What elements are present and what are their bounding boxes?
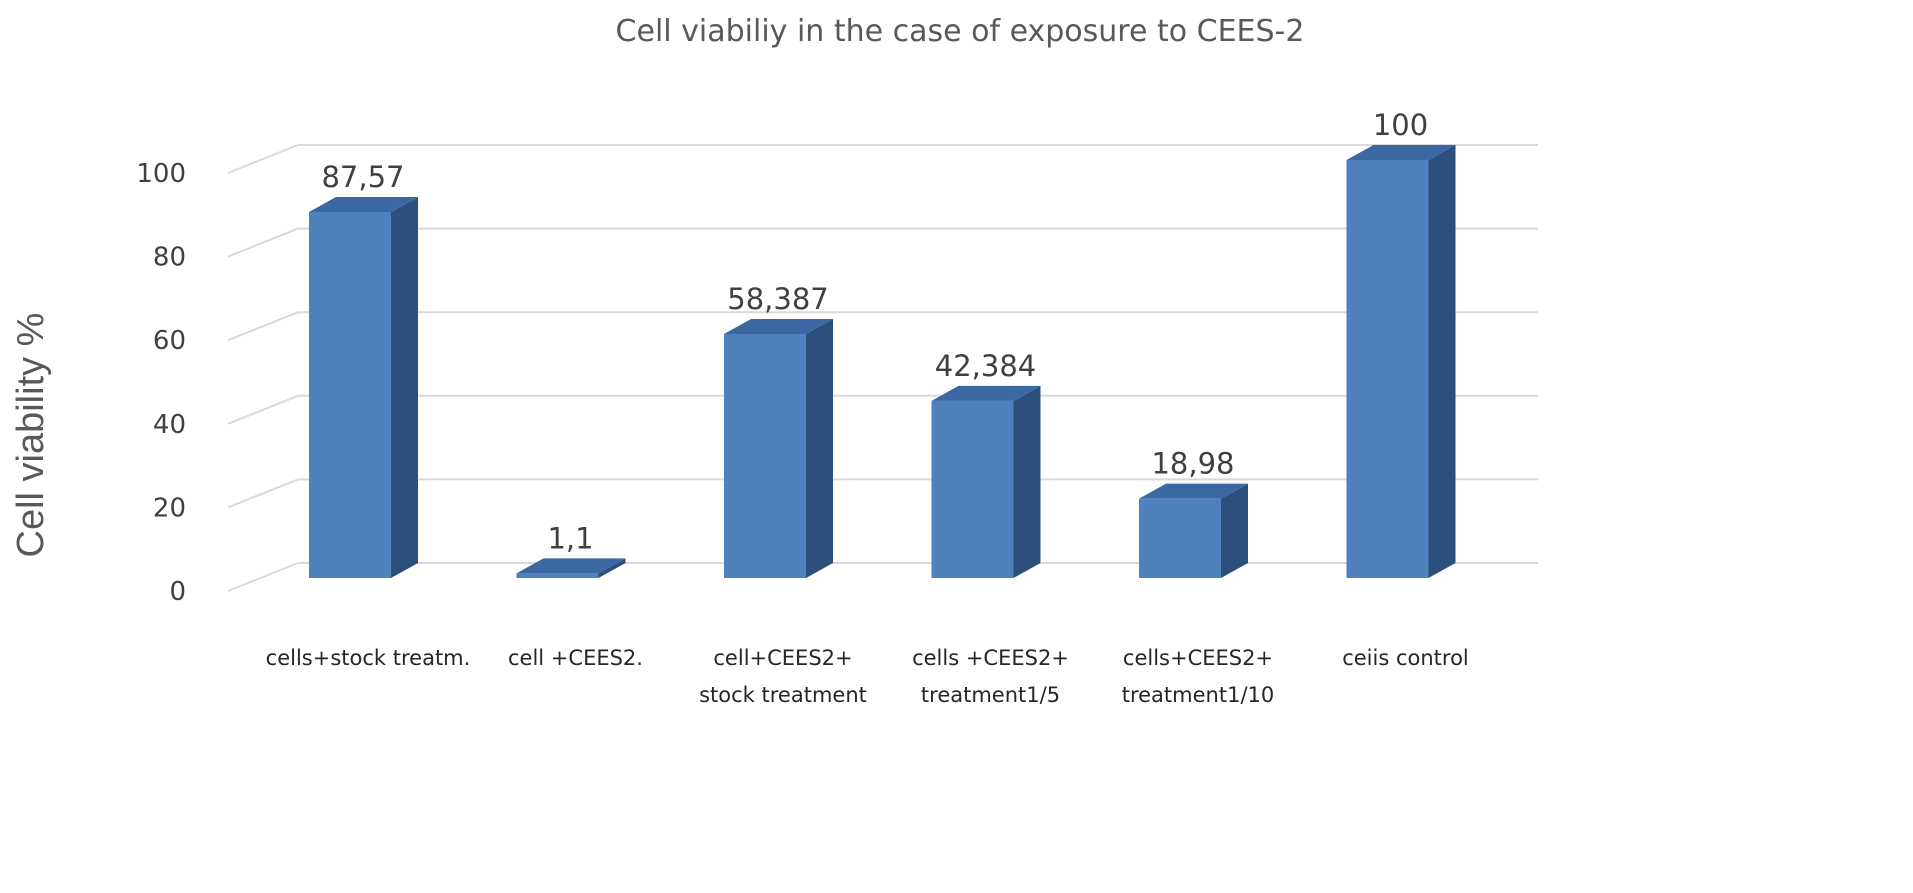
bar xyxy=(931,385,1041,578)
bar xyxy=(1139,483,1248,578)
category-label: cells +CEES2+ xyxy=(912,646,1069,670)
data-label: 42,384 xyxy=(935,349,1036,383)
gridline xyxy=(227,311,1538,342)
bar-top xyxy=(516,558,626,574)
y-tick-label: 0 xyxy=(169,577,186,607)
gridline xyxy=(227,394,1538,425)
y-axis-label: Cell viability % xyxy=(10,313,52,558)
gridlines xyxy=(227,144,1538,592)
data-label: 1,1 xyxy=(547,521,593,555)
category-label: stock treatment xyxy=(699,683,867,707)
gridline xyxy=(227,562,1538,592)
bar-top xyxy=(1346,145,1456,160)
data-label: 58,387 xyxy=(727,282,828,316)
bar-side xyxy=(1013,385,1041,578)
data-label: 18,98 xyxy=(1151,447,1234,481)
category-label: treatment1/10 xyxy=(1122,683,1275,707)
bar-front xyxy=(1139,498,1221,578)
data-labels: 87,57 1,1 58,387 42,384 18,98 100 xyxy=(321,108,1428,555)
bar-top xyxy=(309,196,418,212)
gridline xyxy=(227,478,1538,509)
bar-side xyxy=(391,196,418,578)
data-label: 87,57 xyxy=(321,160,404,194)
category-label: cell+CEES2+ xyxy=(713,646,852,670)
bar-front xyxy=(516,573,599,578)
category-label: cells+CEES2+ xyxy=(1123,646,1273,670)
category-label: ceiis control xyxy=(1342,646,1469,670)
y-tick-label: 80 xyxy=(153,243,186,273)
bar-side xyxy=(1221,483,1248,578)
bar-front xyxy=(309,211,391,578)
bars xyxy=(309,145,1456,578)
category-labels: cells+stock treatm. cell +CEES2. cell+CEES… xyxy=(266,646,1469,707)
gridline xyxy=(227,144,1538,174)
bar xyxy=(724,318,833,578)
y-tick-label: 20 xyxy=(153,493,186,523)
bar-side xyxy=(598,558,626,578)
data-label: 100 xyxy=(1373,108,1428,142)
category-label: cell +CEES2. xyxy=(508,646,643,670)
y-tick-label: 100 xyxy=(136,159,186,189)
bar-front xyxy=(1346,160,1429,578)
category-label: treatment1/5 xyxy=(921,683,1060,707)
bar xyxy=(516,558,626,578)
gridline xyxy=(227,227,1538,258)
chart-title: Cell viabiliy in the case of exposure to… xyxy=(616,14,1305,49)
bar-top xyxy=(724,318,833,334)
y-tick-label: 60 xyxy=(153,326,186,356)
bar xyxy=(309,196,418,578)
bar-top xyxy=(1139,483,1248,499)
y-axis-ticks: 0 20 40 60 80 100 xyxy=(136,159,186,607)
y-tick-label: 40 xyxy=(153,410,186,440)
bar-front xyxy=(724,333,806,578)
bar-side xyxy=(806,318,833,578)
bar-side xyxy=(1428,145,1456,578)
category-label: cells+stock treatm. xyxy=(266,646,471,670)
bar-front xyxy=(931,400,1014,578)
bar xyxy=(1346,145,1456,578)
bar-top xyxy=(931,385,1041,401)
